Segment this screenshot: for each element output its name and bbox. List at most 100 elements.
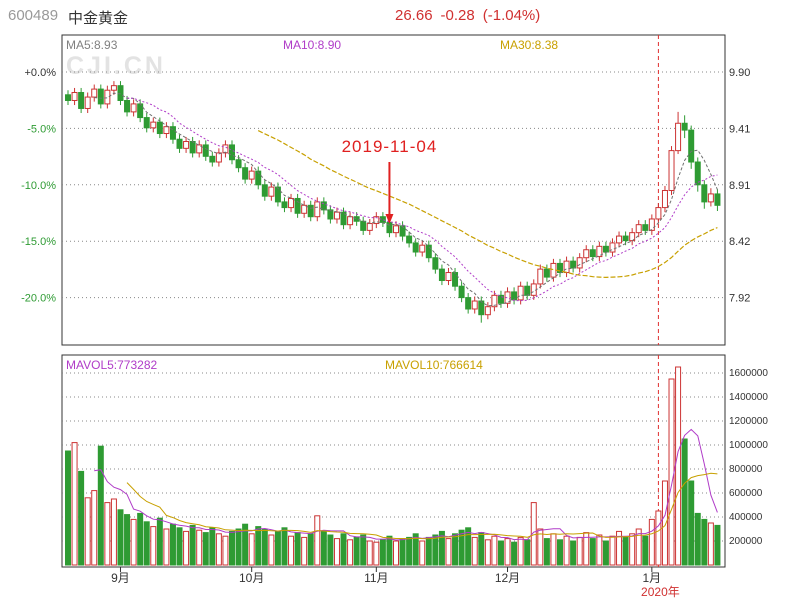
- volume-bar: [110, 498, 117, 566]
- right-axis-price-label: 9.90: [729, 67, 750, 79]
- candle-body: [393, 225, 399, 234]
- volume-bar: [71, 442, 78, 566]
- candle-body: [661, 189, 668, 209]
- volume-panel-border: [61, 354, 726, 568]
- candle-body: [675, 122, 682, 152]
- volume-bar: [511, 541, 518, 566]
- volume-bar: [91, 490, 98, 566]
- volume-bar: [386, 535, 393, 566]
- volume-bar: [524, 539, 531, 566]
- volume-bar: [445, 538, 452, 566]
- annotation-arrow-head: [385, 214, 394, 224]
- volume-bar: [288, 535, 295, 566]
- volume-bar: [130, 518, 137, 566]
- volume-bar: [635, 528, 642, 566]
- left-axis-pct-label: +0.0%: [25, 67, 57, 79]
- candle-body: [84, 96, 91, 109]
- legend-ma5: MA5:8.93: [66, 38, 118, 52]
- candle-body: [104, 89, 111, 105]
- candle-body: [688, 129, 695, 163]
- volume-bar: [353, 536, 360, 566]
- price-change: -0.28: [440, 7, 475, 24]
- candle-body: [471, 300, 478, 310]
- month-label: 9月: [111, 571, 130, 585]
- volume-bar: [202, 532, 209, 566]
- candle-body: [458, 285, 465, 299]
- volume-axis-label: 400000: [729, 512, 763, 523]
- candle-body: [215, 152, 222, 163]
- volume-bar: [156, 517, 163, 566]
- candle-body: [360, 220, 367, 231]
- volume-bar: [183, 530, 190, 566]
- volume-bar: [530, 502, 537, 566]
- volume-bar: [242, 523, 249, 566]
- candle-body: [261, 184, 268, 197]
- volume-bar: [596, 534, 603, 566]
- volume-bar: [143, 521, 150, 566]
- volume-bar: [163, 528, 170, 566]
- volume-bar: [268, 534, 275, 566]
- candle-body: [307, 204, 314, 218]
- volume-bar: [589, 538, 596, 566]
- candle-body: [517, 285, 524, 301]
- volume-bar: [458, 529, 465, 566]
- volume-bar: [491, 535, 498, 566]
- volume-bar: [84, 497, 91, 566]
- candle-body: [130, 103, 137, 113]
- volume-axis-label: 800000: [729, 464, 763, 475]
- candle-body: [438, 268, 445, 282]
- candle-body: [543, 268, 550, 278]
- volume-bar: [78, 470, 85, 566]
- candle-body: [714, 193, 721, 206]
- volume-bar: [229, 530, 235, 566]
- candle-body: [91, 88, 98, 98]
- volume-axis-label: 1600000: [729, 368, 768, 379]
- volume-bar: [412, 533, 419, 566]
- mavol10-line: [126, 472, 718, 540]
- candle-body: [176, 138, 183, 149]
- watermark: CJI.CN: [66, 52, 166, 80]
- volume-bar: [137, 512, 144, 566]
- candle-body: [596, 245, 603, 258]
- candle-body: [445, 272, 452, 282]
- candle-body: [642, 224, 649, 231]
- volume-bar: [124, 514, 131, 566]
- volume-bar: [543, 538, 550, 566]
- candle-body: [511, 291, 518, 301]
- volume-bar: [471, 536, 478, 566]
- candle-body: [281, 201, 288, 209]
- candle-body: [589, 249, 596, 258]
- candle-body: [399, 225, 406, 237]
- volume-bar: [281, 527, 288, 566]
- volume-bar: [360, 534, 367, 566]
- candle-body: [110, 85, 117, 91]
- candle-body: [117, 85, 124, 101]
- candle-body: [406, 235, 413, 244]
- volume-bar: [497, 540, 504, 566]
- volume-bar: [616, 530, 623, 566]
- volume-bar: [150, 526, 157, 566]
- volume-bar: [438, 530, 445, 566]
- volume-bar: [517, 536, 524, 566]
- candle-body: [681, 122, 688, 131]
- candle-body: [71, 92, 78, 101]
- quote: 26.66 -0.28 (-1.04%): [395, 7, 548, 24]
- candle-body: [183, 141, 190, 149]
- candle-body: [668, 150, 675, 191]
- volume-bar: [117, 509, 124, 566]
- candle-body: [314, 201, 321, 218]
- candle-body: [373, 216, 380, 225]
- right-axis-price-label: 7.92: [729, 293, 750, 305]
- candle-body: [333, 211, 340, 220]
- volume-bar: [681, 438, 688, 566]
- candle-body: [583, 249, 590, 259]
- candle-body: [452, 272, 459, 287]
- volume-bar: [478, 532, 485, 566]
- volume-bar: [347, 539, 354, 566]
- candle-body: [478, 300, 485, 316]
- month-label: 11月: [364, 571, 388, 585]
- volume-bar: [406, 536, 413, 566]
- volume-bar: [419, 540, 426, 566]
